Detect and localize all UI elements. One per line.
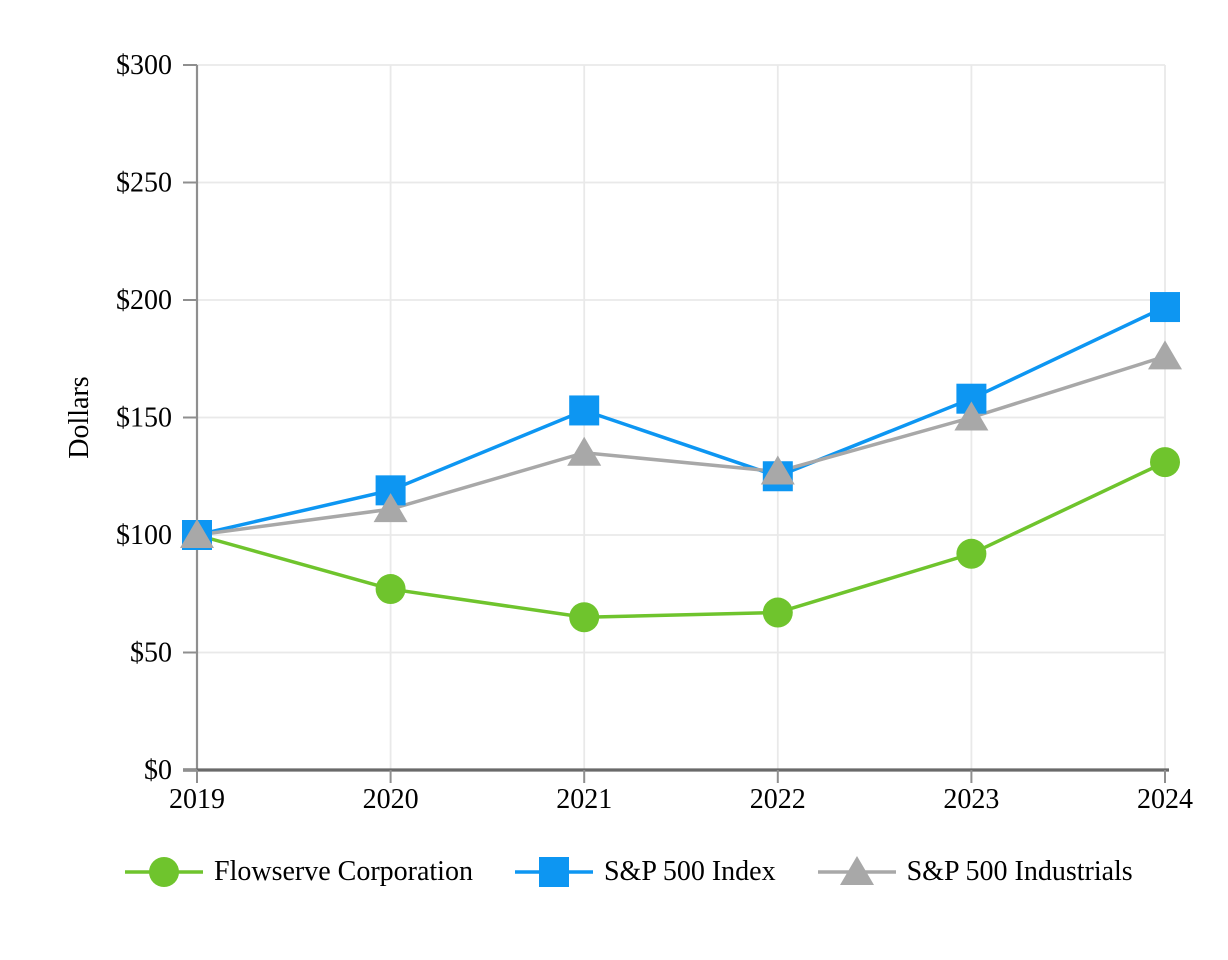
legend-item-s-p-500-index: S&P 500 Index bbox=[513, 852, 776, 892]
y-tick-label: $300 bbox=[116, 50, 172, 81]
x-tick-label: 2023 bbox=[943, 784, 999, 815]
x-tick-label: 2019 bbox=[169, 784, 225, 815]
series-line-s-p-500-industrials bbox=[196, 354, 1166, 537]
x-tick-label: 2020 bbox=[363, 784, 419, 815]
marker-s-p-500-index-2021 bbox=[569, 395, 600, 426]
marker-s-p-500-industrials-2024 bbox=[1148, 340, 1182, 370]
chart-legend: Flowserve Corporation S&P 500 Index S&P 50… bbox=[123, 845, 1143, 899]
performance-chart: $0 $50 $100 $150 $200 $250 $300 2019 2020 2021 202… bbox=[64, 50, 1193, 815]
marker-flowserve-corporation-2021 bbox=[569, 602, 600, 633]
legend-square-icon bbox=[538, 857, 569, 887]
legend-label: Flowserve Corporation bbox=[214, 856, 473, 887]
y-tick-label: $50 bbox=[130, 638, 172, 669]
marker-flowserve-corporation-2022 bbox=[762, 597, 793, 628]
y-tick-label: $150 bbox=[116, 403, 172, 434]
legend-label: S&P 500 Index bbox=[603, 856, 776, 887]
legend-triangle-icon bbox=[839, 856, 874, 885]
marker-s-p-500-industrials-2023 bbox=[954, 401, 989, 431]
y-tick-label: $100 bbox=[116, 520, 172, 551]
series-line-s-p-500-index bbox=[196, 305, 1166, 537]
marker-flowserve-corporation-2020 bbox=[375, 574, 406, 605]
y-axis-title: Dollars bbox=[64, 376, 95, 458]
marker-s-p-500-industrials-2022 bbox=[760, 455, 795, 485]
legend-circle-icon bbox=[149, 857, 179, 887]
x-tick-label: 2021 bbox=[556, 784, 612, 815]
marker-s-p-500-industrials-2020 bbox=[373, 493, 408, 523]
y-tick-label: $0 bbox=[144, 755, 172, 786]
y-tick-label: $200 bbox=[116, 285, 172, 316]
legend-item-flowserve-corporation: Flowserve Corporation bbox=[123, 852, 473, 892]
series-line-flowserve-corporation bbox=[196, 460, 1166, 620]
x-tick-label: 2024 bbox=[1137, 784, 1193, 815]
y-tick-label: $250 bbox=[116, 168, 172, 199]
x-tick-label: 2022 bbox=[750, 784, 806, 815]
circle-legend-swatch-icon bbox=[125, 857, 203, 887]
marker-flowserve-corporation-2023 bbox=[956, 538, 987, 569]
triangle-legend-swatch-icon bbox=[817, 856, 896, 885]
legend-label: S&P 500 Industrials bbox=[906, 856, 1133, 887]
square-legend-swatch-icon bbox=[514, 857, 593, 887]
marker-s-p-500-index-2024 bbox=[1150, 292, 1180, 323]
marker-flowserve-corporation-2024 bbox=[1150, 447, 1180, 478]
marker-s-p-500-industrials-2019 bbox=[180, 519, 214, 548]
marker-s-p-500-industrials-2021 bbox=[567, 436, 602, 466]
legend-item-s-p-500-industrials: S&P 500 Industrials bbox=[816, 852, 1133, 892]
